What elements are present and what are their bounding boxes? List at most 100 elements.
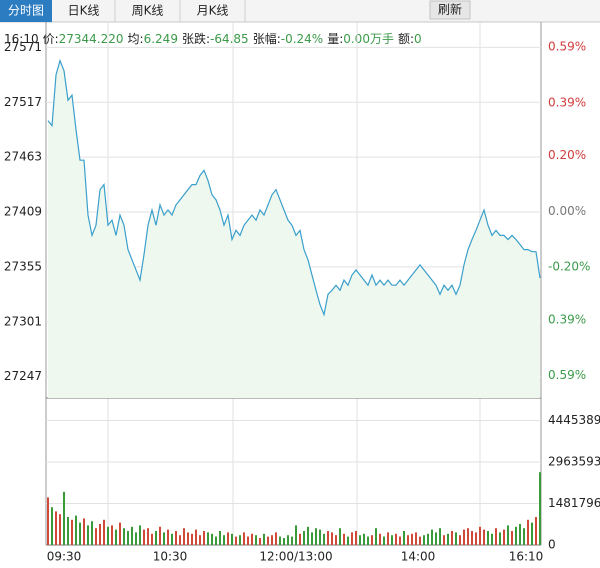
volume-bar (247, 536, 249, 545)
volume-bar (55, 511, 57, 545)
volume-bar (147, 528, 149, 545)
volume-bar (303, 531, 305, 545)
volume-bar (183, 528, 185, 545)
volume-bar (199, 535, 201, 545)
volume-bar (275, 532, 277, 545)
refresh-bg[interactable] (429, 0, 471, 20)
y2-tick-label: 0.59% (548, 40, 586, 54)
y2-tick-label: 0.20% (548, 148, 586, 162)
y-tick-label: 0 (548, 538, 556, 552)
volume-bar (279, 536, 281, 545)
y-tick-label: 1481796 (548, 496, 600, 510)
volume-bar (347, 536, 349, 545)
volume-bar (483, 529, 485, 545)
volume-bar (191, 533, 193, 545)
volume-bar (227, 532, 229, 545)
volume-bar (423, 535, 425, 545)
volume-bar (135, 532, 137, 545)
tab[interactable]: 月K线 (197, 4, 229, 18)
volume-bar (187, 532, 189, 545)
volume-bar (159, 526, 161, 545)
volume-bar (315, 528, 317, 545)
y2-tick-label: -0.20% (548, 260, 590, 274)
volume-bar (103, 519, 105, 545)
volume-bar (387, 532, 389, 545)
y2-tick-label: 0.00% (548, 204, 586, 218)
volume-bar (295, 525, 297, 545)
volume-bar (411, 533, 413, 545)
volume-bar (243, 532, 245, 545)
volume-bar (531, 522, 533, 545)
tab[interactable]: 周K线 (132, 4, 164, 18)
volume-bar (491, 533, 493, 545)
volume-bar (419, 536, 421, 545)
volume-bar (47, 497, 49, 545)
volume-bar (467, 528, 469, 545)
info-value: -64.85 (210, 32, 249, 46)
x-tick-label: 12:00/13:00 (259, 550, 332, 564)
x-tick-label: 10:30 (153, 550, 188, 564)
volume-bar (151, 533, 153, 545)
volume-bar (431, 529, 433, 545)
volume-bar (359, 535, 361, 545)
y-tick-label: 2963593 (548, 455, 600, 469)
volume-bar (211, 533, 213, 545)
volume-bar (323, 533, 325, 545)
volume-bar (439, 528, 441, 545)
volume-bar (371, 535, 373, 545)
info-label: 张幅: (253, 31, 281, 46)
volume-bar (75, 515, 77, 545)
volume-bar (71, 519, 73, 545)
volume-bar (383, 536, 385, 545)
info-label: 量: (327, 32, 343, 46)
volume-bar (95, 528, 97, 545)
volume-bar (487, 531, 489, 545)
volume-bar (535, 517, 537, 545)
volume-bar (311, 532, 313, 545)
info-value: 0.00万手 (343, 32, 394, 46)
volume-bar (271, 535, 273, 545)
y2-tick-label: 0.59% (548, 368, 586, 382)
volume-bar (495, 528, 497, 545)
volume-bar (115, 529, 117, 545)
y-tick-label: 27571 (4, 40, 42, 54)
volume-bar (475, 532, 477, 545)
volume-bar (163, 532, 165, 545)
volume-bar (399, 536, 401, 545)
volume-bar (471, 531, 473, 545)
volume-bar (327, 531, 329, 545)
info-value: -0.24% (281, 32, 323, 46)
info-value: 0 (414, 32, 422, 46)
volume-bar (167, 529, 169, 545)
volume-bar (339, 528, 341, 545)
info-time: 16:10 (4, 32, 39, 46)
volume-bar (503, 529, 505, 545)
x-tick-label: 16:10 (509, 550, 544, 564)
volume-bar (287, 535, 289, 545)
volume-bar (451, 531, 453, 545)
volume-bar (375, 528, 377, 545)
volume-bar (179, 535, 181, 545)
volume-bar (111, 525, 113, 545)
volume-bar (515, 526, 517, 545)
tab[interactable]: 分时图 (8, 4, 44, 18)
x-tick-label: 09:30 (47, 550, 82, 564)
info-value: 6.249 (144, 32, 178, 46)
volume-bar (131, 526, 133, 545)
volume-bar (427, 533, 429, 545)
volume-bar (507, 525, 509, 545)
volume-bar (99, 524, 101, 545)
volume-bar (155, 531, 157, 545)
volume-bar (171, 533, 173, 545)
volume-bar (107, 526, 109, 545)
volume-bar (119, 522, 121, 545)
y2-tick-label: 0.39% (548, 313, 586, 327)
volume-bar (307, 526, 309, 545)
price-area (48, 60, 540, 399)
volume-bar (175, 531, 177, 545)
y-tick-label: 27355 (4, 259, 42, 273)
tab[interactable]: 日K线 (68, 4, 100, 18)
volume-bar (479, 526, 481, 545)
refresh-button[interactable]: 刷新 (438, 2, 462, 17)
volume-bar (395, 533, 397, 545)
